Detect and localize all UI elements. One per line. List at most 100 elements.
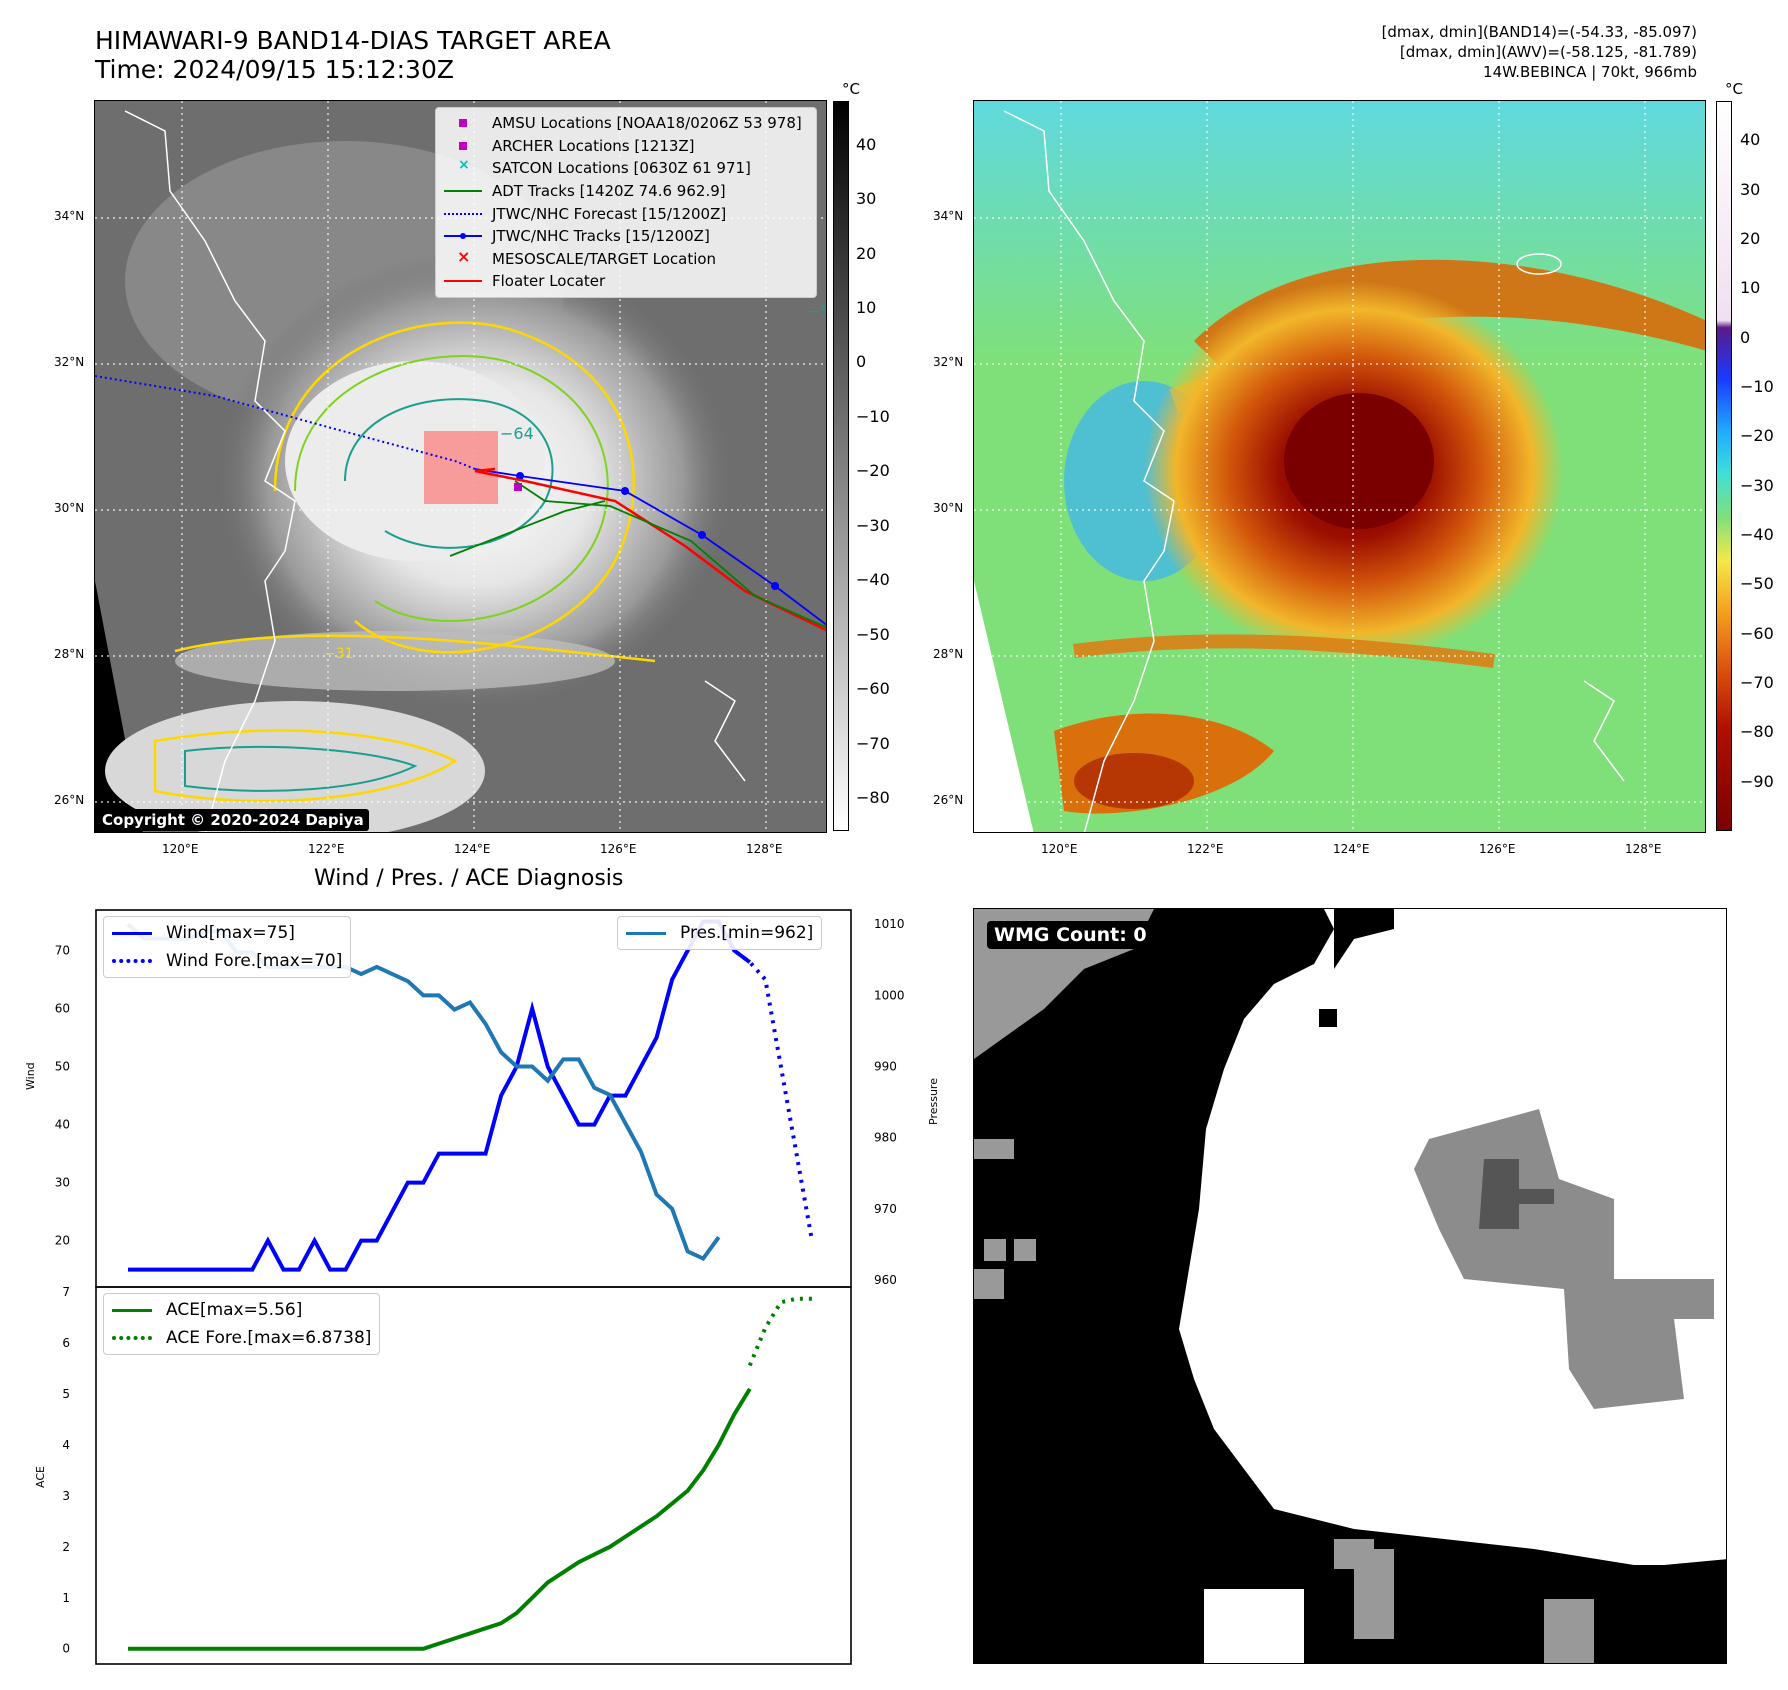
ace-axes xyxy=(95,1286,852,1665)
wind-legend: Wind[max=75] Wind Fore.[max=70] xyxy=(103,916,352,978)
lat-label: 30°N xyxy=(54,501,85,515)
band14-map: −64 −31 −54 AMSU Locations [NOAA18/0206Z… xyxy=(94,100,827,833)
lat-label: 30°N xyxy=(933,501,964,515)
colorbar-tick: 40 xyxy=(1740,130,1761,150)
best-track-line xyxy=(474,468,826,626)
legend-adt: ADT Tracks [1420Z 74.6 962.9] xyxy=(444,180,808,203)
contour-label-3: −54 xyxy=(808,304,827,320)
legend-mesoscale: × MESOSCALE/TARGET Location xyxy=(457,246,717,268)
lon-label: 126°E xyxy=(600,842,637,856)
lat-label: 26°N xyxy=(54,793,85,807)
series-line xyxy=(128,919,752,1272)
colorbar-tick: −60 xyxy=(856,679,890,699)
lat-label: 26°N xyxy=(933,793,964,807)
colorbar-tick: −80 xyxy=(856,788,890,808)
legend-archer: ARCHER Locations [1213Z] xyxy=(444,135,808,158)
wmg-panel: WMG Count: 0 xyxy=(973,908,1727,1664)
wind-tick-label: 70 xyxy=(55,944,70,958)
colorbar-tick: −10 xyxy=(1740,377,1774,397)
pressure-tick-label: 980 xyxy=(874,1131,897,1145)
colorbar-tick: 30 xyxy=(856,189,877,209)
forecast-series-line xyxy=(747,1296,812,1367)
colorbar-unit: °C xyxy=(842,80,860,98)
adt-track xyxy=(514,480,826,629)
lon-label: 128°E xyxy=(1625,842,1662,856)
wmg-imagery xyxy=(974,909,1726,1663)
legend-forecast: JTWC/NHC Forecast [15/1200Z] xyxy=(444,202,808,225)
colorbar-tick: 10 xyxy=(1740,278,1761,298)
colorbar-tick: −60 xyxy=(1740,623,1774,643)
legend-wind-forecast: Wind Fore.[max=70] xyxy=(112,947,342,975)
lon-label: 126°E xyxy=(1479,842,1516,856)
colorbar-tick: 0 xyxy=(856,352,867,372)
forecast-track-line xyxy=(95,375,476,470)
legend-wind: Wind[max=75] xyxy=(112,919,342,947)
lon-label: 128°E xyxy=(746,842,783,856)
lon-label: 120°E xyxy=(162,842,199,856)
awv-map xyxy=(973,100,1706,833)
wmg-count-badge: WMG Count: 0 xyxy=(987,921,1154,949)
lat-label: 28°N xyxy=(54,647,85,661)
colorbar-tick: −80 xyxy=(1740,722,1774,742)
ace-tick-label: 1 xyxy=(62,1591,70,1605)
awv-range: [dmax, dmin](AWV)=(-58.125, -81.789) xyxy=(1399,43,1697,61)
ace-tick-label: 6 xyxy=(62,1336,70,1350)
wind-tick-label: 40 xyxy=(55,1118,70,1132)
lon-label: 124°E xyxy=(454,842,491,856)
pressure-legend: Pres.[min=962] xyxy=(617,916,823,950)
pressure-tick-label: 960 xyxy=(874,1273,897,1287)
lat-label: 32°N xyxy=(933,355,964,369)
band14-range: [dmax, dmin](BAND14)=(-54.33, -85.097) xyxy=(1381,23,1697,41)
wind-tick-label: 20 xyxy=(55,1234,70,1248)
ace-tick-label: 0 xyxy=(62,1642,70,1656)
timestamp: Time: 2024/09/15 15:12:30Z xyxy=(95,55,454,84)
pressure-tick-label: 1010 xyxy=(874,917,905,931)
colorbar-tick: −70 xyxy=(856,733,890,753)
band14-colorbar xyxy=(833,101,849,831)
wind-tick-label: 50 xyxy=(55,1060,70,1074)
colorbar-tick: 10 xyxy=(856,298,877,317)
legend-floater: Floater Locater xyxy=(444,270,808,293)
colorbar-tick: −30 xyxy=(856,515,890,535)
awv-colorbar xyxy=(1716,101,1732,831)
ace-tick-label: 3 xyxy=(62,1489,70,1503)
ace-legend: ACE[max=5.56] ACE Fore.[max=6.8738] xyxy=(103,1293,381,1355)
lon-label: 120°E xyxy=(1041,842,1078,856)
legend-satcon: × SATCON Locations [0630Z 61 971] xyxy=(458,157,751,178)
diagnosis-title: Wind / Pres. / ACE Diagnosis xyxy=(314,866,624,891)
colorbar-tick: 20 xyxy=(856,243,877,263)
lat-label: 34°N xyxy=(54,209,85,223)
floater-track xyxy=(474,467,826,632)
band14-imagery: −64 −31 −54 xyxy=(95,101,827,832)
copyright-badge: Copyright © 2020-2024 Dapiya xyxy=(97,809,369,831)
colorbar-tick: −50 xyxy=(1740,574,1774,594)
ace-tick-label: 7 xyxy=(62,1285,70,1299)
colorbar-tick: −20 xyxy=(856,461,890,481)
lat-label: 28°N xyxy=(933,647,964,661)
ace-tick-label: 4 xyxy=(62,1438,70,1452)
ace-tick-label: 2 xyxy=(62,1540,70,1554)
colorbar-tick: −50 xyxy=(856,624,890,644)
colorbar-tick: −20 xyxy=(1740,426,1774,446)
colorbar-tick: 20 xyxy=(1740,229,1761,249)
wind-tick-label: 60 xyxy=(55,1002,70,1016)
colorbar-tick: −10 xyxy=(856,406,890,426)
colorbar-tick: −40 xyxy=(1740,525,1774,545)
series-line xyxy=(128,1387,752,1651)
legend-ace: ACE[max=5.56] xyxy=(112,1296,371,1324)
colorbar-tick: −90 xyxy=(1740,771,1774,791)
lon-label: 122°E xyxy=(308,842,345,856)
contour-label: −64 xyxy=(500,424,534,443)
pressure-tick-label: 970 xyxy=(874,1202,897,1216)
map-legend: AMSU Locations [NOAA18/0206Z 53 978] ARC… xyxy=(435,107,817,298)
colorbar-unit: °C xyxy=(1725,80,1743,98)
colorbar-tick: 0 xyxy=(1740,327,1751,347)
lat-label: 32°N xyxy=(54,355,85,369)
contour-label-2: −31 xyxy=(324,646,354,662)
legend-ace-forecast: ACE Fore.[max=6.8738] xyxy=(112,1324,371,1352)
lon-label: 122°E xyxy=(1187,842,1224,856)
ace-tick-label: 5 xyxy=(62,1387,70,1401)
colorbar-tick: 30 xyxy=(1740,179,1761,199)
awv-imagery xyxy=(974,101,1705,832)
